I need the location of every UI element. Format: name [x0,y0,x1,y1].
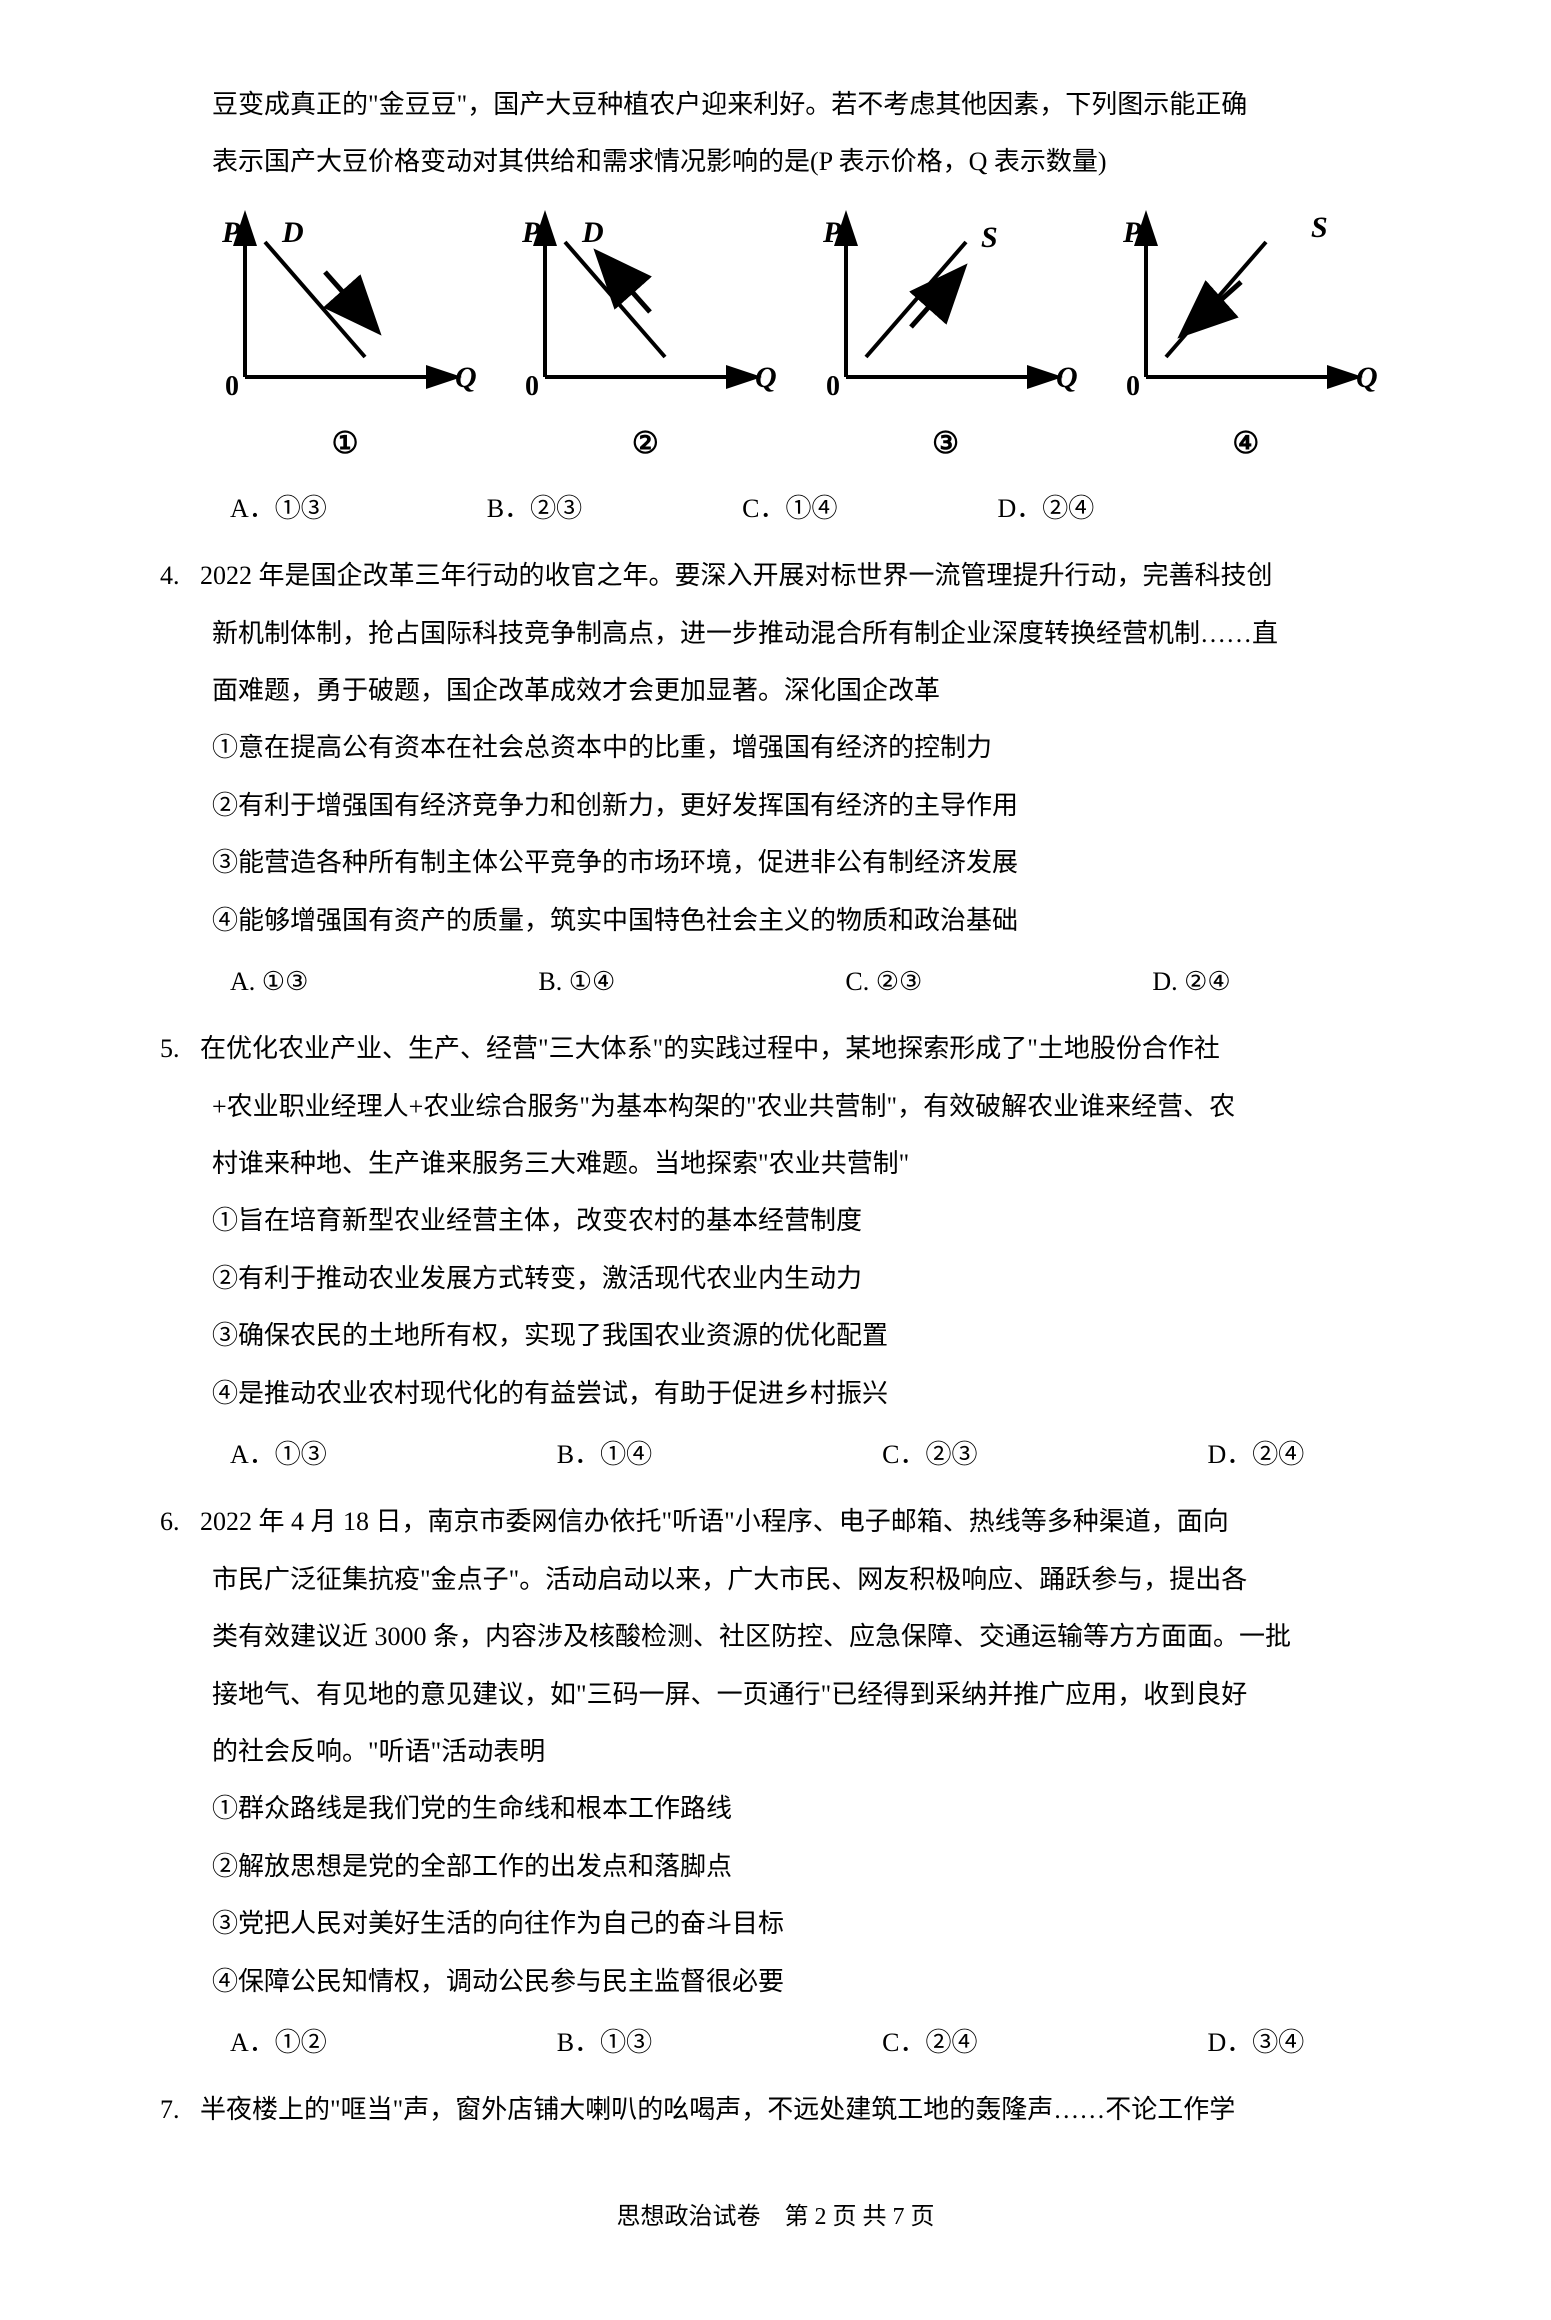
question-7: 7.半夜楼上的"哐当"声，窗外店铺大喇叭的吆喝声，不远处建筑工地的轰隆声……不论… [160,2085,1391,2134]
svg-text:D: D [581,216,604,249]
q5-option-b: B．①④ [557,1430,652,1479]
page-footer: 思想政治试卷 第 2 页 共 7 页 [160,2195,1391,2241]
q6-option-b: B．①③ [557,2018,652,2067]
q6-choice-3: ③党把人民对美好生活的向往作为自己的奋斗目标 [160,1899,1391,1948]
q6-stem-1: 市民广泛征集抗疫"金点子"。活动启动以来，广大市民、网友积极响应、踊跃参与，提出… [160,1555,1391,1604]
svg-text:Q: Q [1356,361,1378,394]
q4-choice-4: ④能够增强国有资产的质量，筑实中国特色社会主义的物质和政治基础 [160,896,1391,945]
question-5: 5.在优化农业产业、生产、经营"三大体系"的实践过程中，某地探索形成了"土地股份… [160,1024,1391,1479]
q5-choice-4: ④是推动农业农村现代化的有益尝试，有助于促进乡村振兴 [160,1369,1391,1418]
q4-choice-2: ②有利于增强国有经济竞争力和创新力，更好发挥国有经济的主导作用 [160,781,1391,830]
q4-option-b: B. ①④ [538,957,615,1006]
q3-option-a: A．①③ [230,484,327,533]
chart-2: P Q 0 D ② [510,207,780,472]
svg-text:Q: Q [1056,361,1078,394]
q5-option-c: C．②③ [882,1430,977,1479]
chart-3-label: ③ [932,415,959,472]
q5-options: A．①③ B．①④ C．②③ D．②④ [230,1430,1391,1479]
q6-choice-1: ①群众路线是我们党的生命线和根本工作路线 [160,1784,1391,1833]
svg-text:0: 0 [826,371,840,402]
svg-text:P: P [822,216,842,249]
q6-option-a: A．①② [230,2018,327,2067]
q5-choice-2: ②有利于推动农业发展方式转变，激活现代农业内生动力 [160,1254,1391,1303]
q4-stem-0: 2022 年是国企改革三年行动的收官之年。要深入开展对标世界一流管理提升行动，完… [200,561,1273,590]
question-4: 4.2022 年是国企改革三年行动的收官之年。要深入开展对标世界一流管理提升行动… [160,551,1391,1006]
chart-4-svg: P Q 0 S [1111,207,1381,407]
q3-option-c: C．①④ [742,484,837,533]
chart-4-label: ④ [1232,415,1259,472]
lead-text-line2: 表示国产大豆价格变动对其供给和需求情况影响的是(P 表示价格，Q 表示数量) [160,137,1391,186]
q7-stem: 半夜楼上的"哐当"声，窗外店铺大喇叭的吆喝声，不远处建筑工地的轰隆声……不论工作… [200,2095,1235,2124]
q7-num: 7. [160,2085,200,2134]
q5-stem-1: +农业职业经理人+农业综合服务"为基本构架的"农业共营制"，有效破解农业谁来经营… [160,1082,1391,1131]
q5-stem-0: 在优化农业产业、生产、经营"三大体系"的实践过程中，某地探索形成了"土地股份合作… [200,1034,1220,1063]
charts-row: P Q 0 D ① P Q 0 D [200,207,1391,472]
chart-4: P Q 0 S ④ [1111,207,1381,472]
svg-text:0: 0 [1126,371,1140,402]
question-6: 6.2022 年 4 月 18 日，南京市委网信办依托"听语"小程序、电子邮箱、… [160,1497,1391,2067]
q5-stem-2: 村谁来种地、生产谁来服务三大难题。当地探索"农业共营制" [160,1139,1391,1188]
svg-text:P: P [1122,216,1142,249]
q4-choice-3: ③能营造各种所有制主体公平竞争的市场环境，促进非公有制经济发展 [160,838,1391,887]
q4-choice-1: ①意在提高公有资本在社会总资本中的比重，增强国有经济的控制力 [160,723,1391,772]
q4-stem-1: 新机制体制，抢占国际科技竞争制高点，进一步推动混合所有制企业深度转换经营机制……… [160,609,1391,658]
q3-option-b: B．②③ [487,484,582,533]
svg-text:S: S [981,221,998,254]
x-axis-label: Q [455,361,477,394]
q4-num: 4. [160,551,200,600]
q4-option-d: D. ②④ [1152,957,1230,1006]
q3-options: A．①③ B．②③ C．①④ D．②④ [230,484,1391,533]
q6-option-c: C．②④ [882,2018,977,2067]
q6-options: A．①② B．①③ C．②④ D．③④ [230,2018,1391,2067]
svg-text:P: P [521,216,541,249]
q5-option-d: D．②④ [1207,1430,1304,1479]
lead-text-line1: 豆变成真正的"金豆豆"，国产大豆种植农户迎来利好。若不考虑其他因素，下列图示能正… [160,80,1391,129]
svg-text:0: 0 [525,371,539,402]
y-axis-label: P [221,216,241,249]
chart-2-svg: P Q 0 D [510,207,780,407]
q4-option-c: C. ②③ [845,957,922,1006]
q4-option-a: A. ①③ [230,957,308,1006]
curve-label: D [281,216,304,249]
q5-choice-3: ③确保农民的土地所有权，实现了我国农业资源的优化配置 [160,1311,1391,1360]
q3-option-d: D．②④ [997,484,1094,533]
chart-2-label: ② [632,415,659,472]
q6-stem-4: 的社会反响。"听语"活动表明 [160,1727,1391,1776]
q4-options: A. ①③ B. ①④ C. ②③ D. ②④ [230,957,1391,1006]
svg-text:S: S [1311,211,1328,244]
q4-stem-2: 面难题，勇于破题，国企改革成效才会更加显著。深化国企改革 [160,666,1391,715]
q5-choice-1: ①旨在培育新型农业经营主体，改变农村的基本经营制度 [160,1196,1391,1245]
chart-3-svg: P Q 0 S [811,207,1081,407]
origin-label: 0 [225,371,239,402]
chart-1: P Q 0 D ① [210,207,480,472]
q6-num: 6. [160,1497,200,1546]
q6-stem-3: 接地气、有见地的意见建议，如"三码一屏、一页通行"已经得到采纳并推广应用，收到良… [160,1670,1391,1719]
svg-text:Q: Q [755,361,777,394]
chart-1-svg: P Q 0 D [210,207,480,407]
q6-stem-0: 2022 年 4 月 18 日，南京市委网信办依托"听语"小程序、电子邮箱、热线… [200,1507,1229,1536]
chart-1-label: ① [332,415,359,472]
q6-choice-4: ④保障公民知情权，调动公民参与民主监督很必要 [160,1957,1391,2006]
chart-3: P Q 0 S ③ [811,207,1081,472]
q6-stem-2: 类有效建议近 3000 条，内容涉及核酸检测、社区防控、应急保障、交通运输等方方… [160,1612,1391,1661]
q6-option-d: D．③④ [1207,2018,1304,2067]
q5-option-a: A．①③ [230,1430,327,1479]
q5-num: 5. [160,1024,200,1073]
q6-choice-2: ②解放思想是党的全部工作的出发点和落脚点 [160,1842,1391,1891]
